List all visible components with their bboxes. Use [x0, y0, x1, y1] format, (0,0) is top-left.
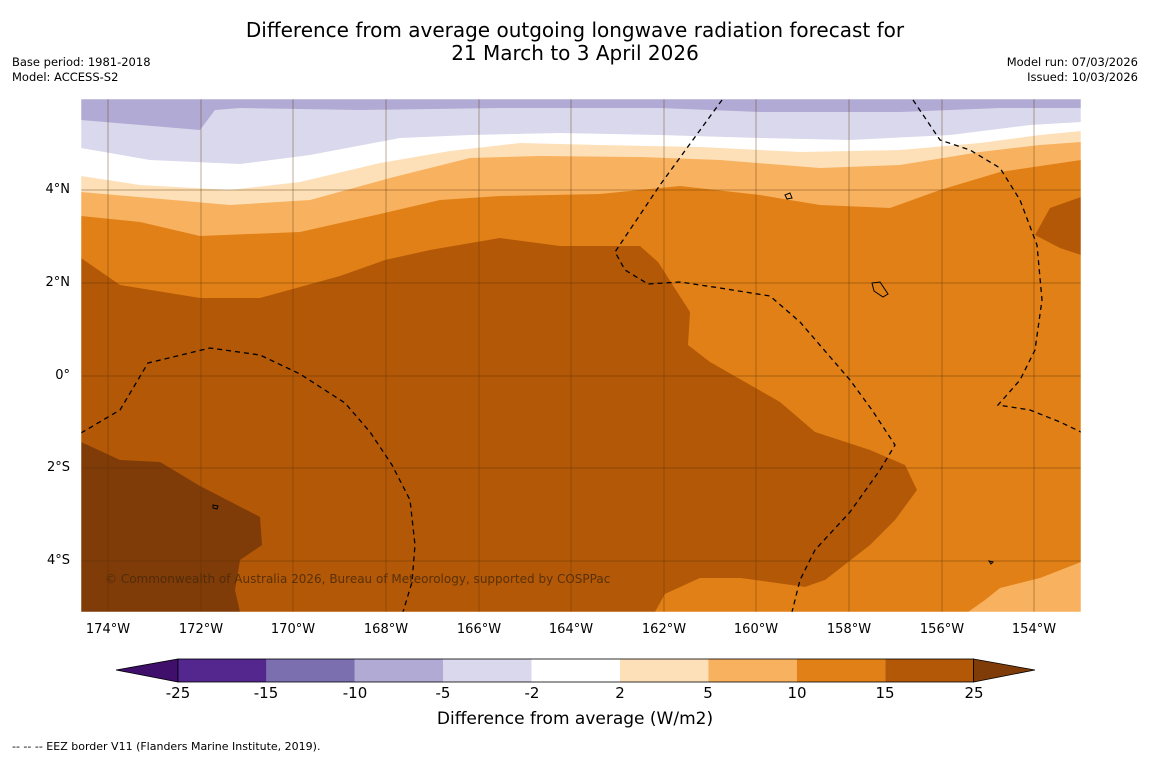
colorbar — [115, 658, 1036, 683]
lon-label: 162°W — [641, 622, 687, 637]
colorbar-swatch — [620, 659, 709, 682]
map-title-line-2: 21 March to 3 April 2026 — [451, 41, 699, 65]
eez-border-west — [81, 347, 416, 612]
island-outline — [987, 560, 994, 565]
lon-label: 164°W — [548, 622, 594, 637]
eez-border-central — [614, 99, 896, 612]
lat-label-2s: 2°S — [46, 460, 70, 475]
colorbar-swatch — [796, 659, 886, 682]
model-name-text: Model: ACCESS-S2 — [12, 70, 119, 84]
eez-borders — [81, 99, 1081, 612]
colorbar-swatch — [354, 659, 444, 682]
lon-label: 158°W — [826, 622, 872, 637]
eez-legend-note: -- -- -- EEZ border V11 (Flanders Marine… — [12, 740, 321, 753]
colorbar-tick-label: 2 — [615, 684, 625, 702]
colorbar-tick-label: -25 — [165, 684, 191, 702]
colorbar-tick-label: -2 — [524, 684, 540, 702]
lat-label-0: 0° — [55, 368, 70, 383]
graticule — [81, 99, 1081, 612]
lon-label: 168°W — [363, 622, 409, 637]
copyright-credit: © Commonwealth of Australia 2026, Bureau… — [105, 572, 611, 586]
colorbar-tick-label: 10 — [787, 684, 807, 702]
colorbar-swatch — [443, 659, 532, 682]
lon-label: 160°W — [733, 622, 779, 637]
band-25 — [81, 442, 262, 612]
lon-label: 156°W — [919, 622, 965, 637]
colorbar-tick-label: -5 — [435, 684, 451, 702]
colorbar-swatch — [885, 659, 974, 682]
island-outline — [212, 504, 219, 510]
colorbar-swatch — [178, 659, 267, 682]
colorbar-outline — [177, 658, 974, 683]
colorbar-tick-label: -10 — [342, 684, 368, 702]
colorbar-swatch — [531, 659, 620, 682]
lon-label: 172°W — [178, 622, 224, 637]
colorbar-extend-high — [973, 658, 1036, 683]
issued-date-text: Issued: 10/03/2026 — [1027, 70, 1138, 84]
colorbar-tick-label: 25 — [964, 684, 984, 702]
lon-label: 154°W — [1011, 622, 1057, 637]
band-15-east — [1035, 197, 1081, 255]
colorbar-swatch — [708, 659, 797, 682]
map-title-line-1: Difference from average outgoing longwav… — [245, 18, 905, 42]
lon-label: 170°W — [270, 622, 316, 637]
lat-label-2n: 2°N — [45, 275, 71, 290]
base-period-text: Base period: 1981-2018 — [12, 55, 151, 69]
lon-label: 166°W — [456, 622, 502, 637]
colorbar-title: Difference from average (W/m2) — [436, 709, 714, 729]
island-outline — [784, 192, 793, 200]
island-outlines — [212, 192, 994, 565]
band-10-southeast — [968, 562, 1081, 612]
lon-label: 174°W — [85, 622, 131, 637]
band-15 — [81, 238, 917, 612]
model-run-text: Model run: 07/03/2026 — [1006, 55, 1138, 69]
lat-label-4n: 4°N — [45, 182, 71, 197]
colorbar-tick-label: -15 — [253, 684, 279, 702]
colorbar-swatch — [266, 659, 355, 682]
eez-border-east — [912, 99, 1081, 433]
colorbar-tick-label: 15 — [875, 684, 895, 702]
map-fields — [81, 99, 1081, 612]
island-outline — [871, 281, 889, 298]
band-10-south — [655, 578, 825, 612]
map-frame — [80, 98, 1082, 613]
colorbar-extend-low — [115, 658, 179, 683]
colorbar-tick-label: 5 — [703, 684, 713, 702]
lat-label-4s: 4°S — [46, 553, 70, 568]
